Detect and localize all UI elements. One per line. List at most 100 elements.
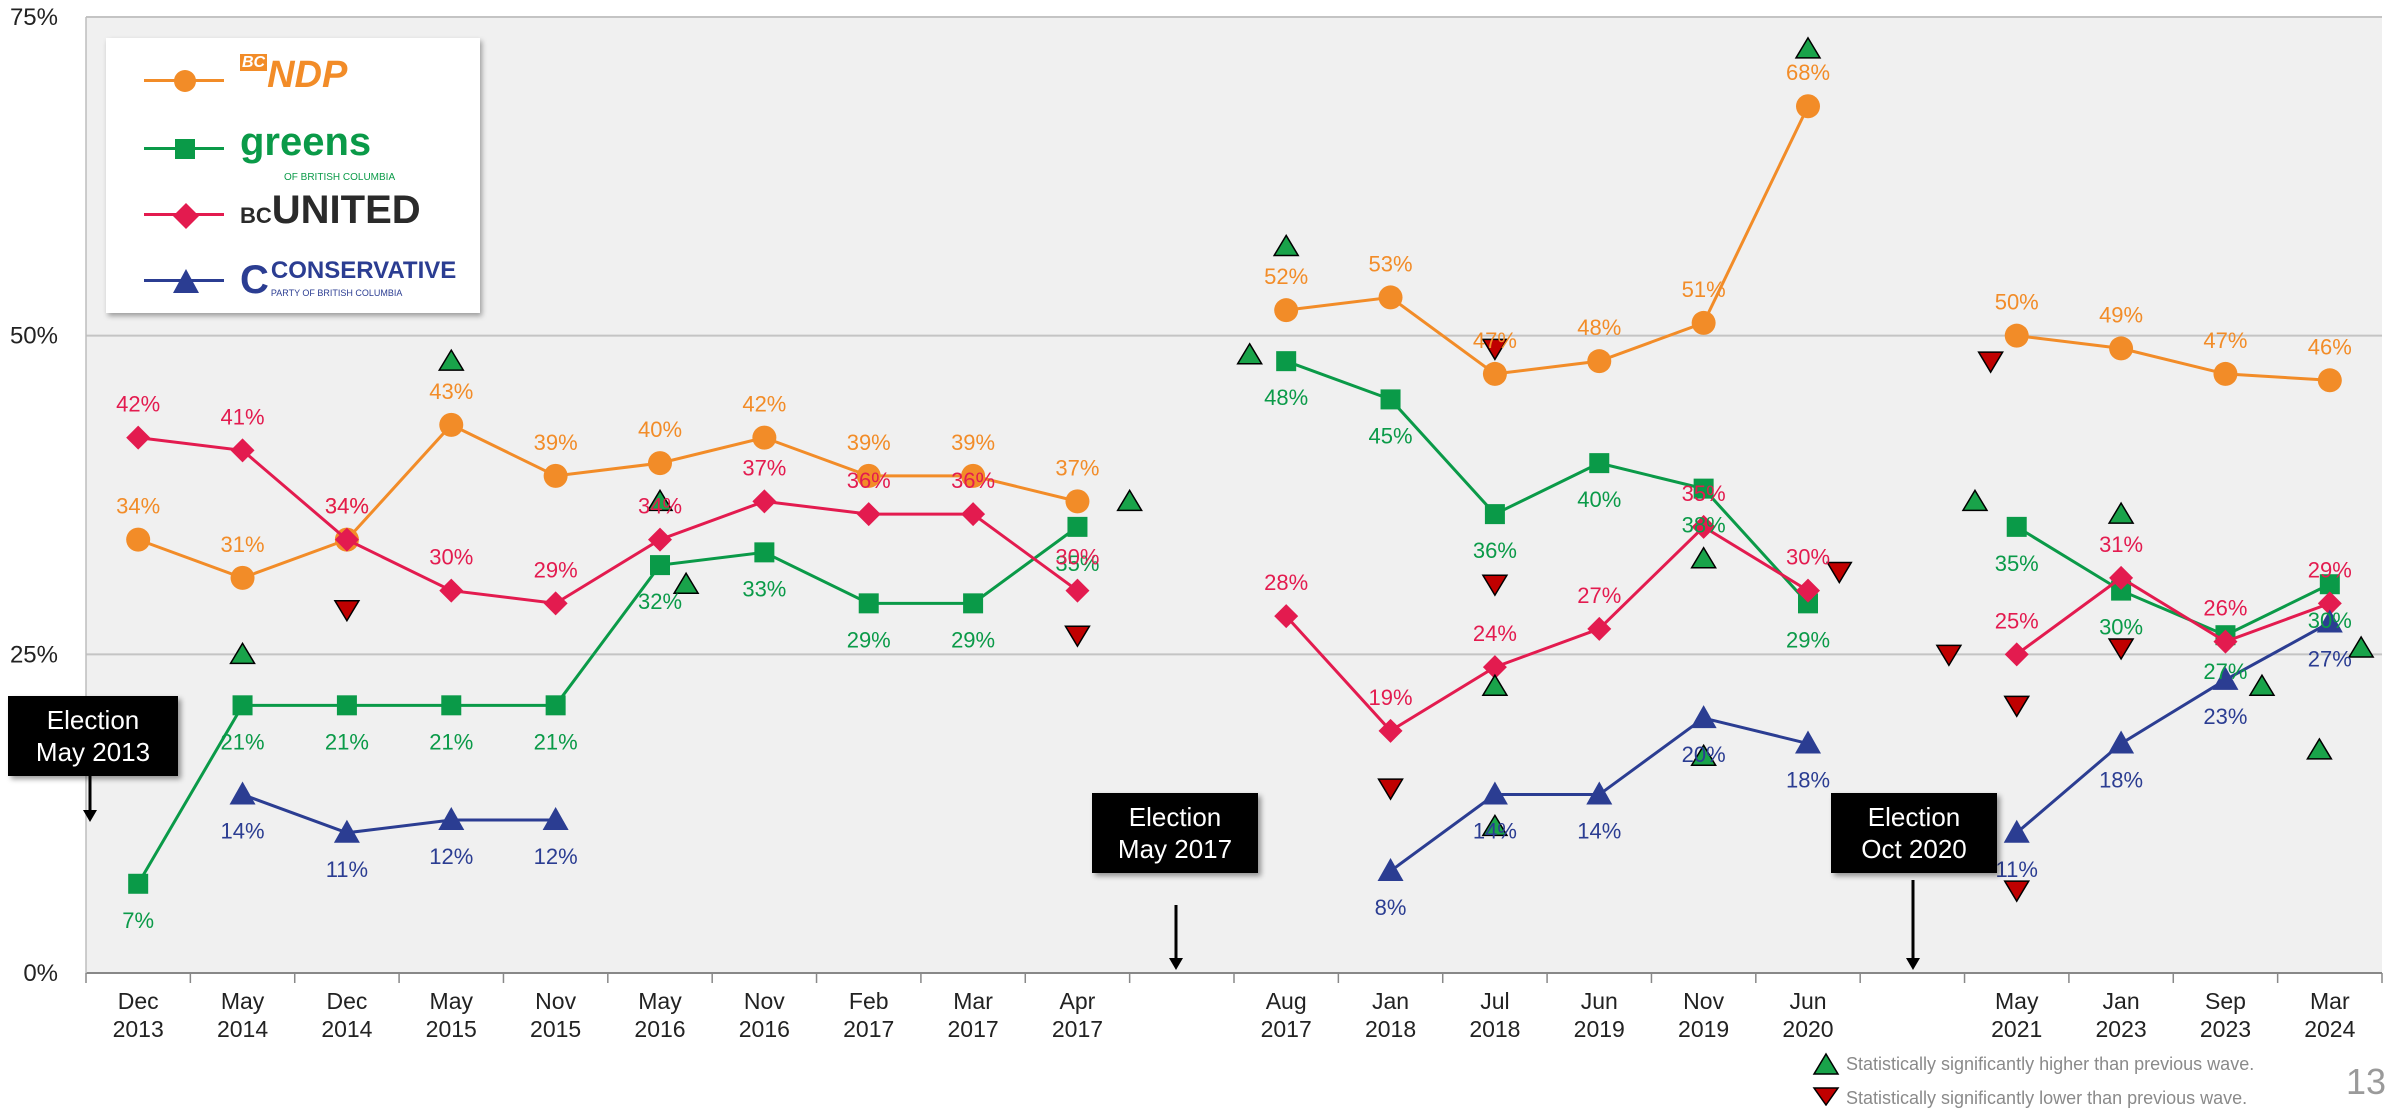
green-point bbox=[1798, 593, 1818, 614]
x-tick-label: Dec bbox=[118, 988, 159, 1014]
y-tick-label: 50% bbox=[10, 323, 58, 350]
united-series-line bbox=[137, 436, 1079, 605]
green-series-line bbox=[136, 525, 1079, 885]
diamond-marker-icon bbox=[173, 203, 199, 229]
united-point bbox=[2004, 642, 2029, 667]
legend-item-united: BCUNITED bbox=[136, 184, 476, 244]
election-arrowhead bbox=[1906, 958, 1920, 970]
ndp-point bbox=[2109, 336, 2134, 361]
x-tick-label: May bbox=[1995, 988, 2039, 1014]
greens-logo: greens OF BRITISH COLUMBIA bbox=[240, 120, 396, 183]
x-tick-label: May bbox=[221, 988, 265, 1014]
green-data-label: 45% bbox=[1369, 423, 1413, 448]
green-point bbox=[2111, 580, 2132, 601]
ndp-point bbox=[1065, 489, 1090, 514]
y-tick-label: 75% bbox=[10, 4, 58, 31]
conservative-point bbox=[1690, 705, 1717, 729]
ndp-series-line bbox=[1285, 105, 1810, 376]
united-data-label: 31% bbox=[2099, 532, 2143, 557]
green-series-line bbox=[1285, 359, 1810, 605]
green-data-label: 29% bbox=[1786, 627, 1830, 652]
green-point bbox=[2319, 574, 2340, 595]
x-tick-label: 2018 bbox=[1469, 1016, 1520, 1042]
sig-down-marker bbox=[2003, 880, 2031, 903]
green-data-label: 36% bbox=[1473, 538, 1517, 563]
conservative-point bbox=[1481, 781, 1508, 805]
legend-item-greens: greens OF BRITISH COLUMBIA bbox=[136, 118, 476, 183]
triangle-marker-icon bbox=[173, 269, 199, 293]
united-data-label: 36% bbox=[951, 468, 995, 493]
green-data-label: 21% bbox=[221, 729, 265, 754]
x-tick-label: Jul bbox=[1480, 988, 1509, 1014]
sig-up-marker bbox=[2306, 737, 2333, 760]
green-data-label: 35% bbox=[1995, 551, 2039, 576]
sig-down-marker bbox=[1064, 625, 1091, 648]
united-point bbox=[2109, 565, 2134, 590]
conservative-data-label: 12% bbox=[534, 844, 578, 869]
sig-up-marker bbox=[672, 571, 700, 594]
green-data-label: 38% bbox=[1682, 513, 1726, 538]
x-tick-label: 2016 bbox=[634, 1016, 685, 1042]
election-arrowhead bbox=[83, 810, 97, 822]
ndp-data-label: 47% bbox=[2203, 328, 2247, 353]
ndp-data-label: 48% bbox=[1577, 315, 1621, 340]
sig-down-marker bbox=[1825, 561, 1853, 584]
x-tick-label: Jun bbox=[1581, 988, 1618, 1014]
united-point bbox=[2213, 629, 2238, 654]
x-tick-label: Nov bbox=[744, 988, 785, 1014]
sig-up-marker bbox=[1116, 488, 1143, 512]
ndp-data-label: 39% bbox=[951, 430, 995, 455]
sig-down-marker bbox=[1481, 338, 1509, 361]
x-tick-label: 2019 bbox=[1574, 1016, 1625, 1042]
x-tick-label: 2021 bbox=[1991, 1016, 2042, 1042]
green-data-label: 48% bbox=[1264, 385, 1308, 410]
sig-up-marker bbox=[1481, 673, 1509, 696]
x-tick-label: May bbox=[638, 988, 682, 1014]
green-point bbox=[754, 542, 775, 563]
green-data-label: 27% bbox=[2203, 659, 2247, 684]
ndp-data-label: 39% bbox=[534, 430, 578, 455]
ndp-point bbox=[439, 412, 464, 437]
ndp-point bbox=[856, 463, 881, 488]
united-point bbox=[126, 425, 151, 450]
circle-marker-icon bbox=[174, 70, 196, 92]
united-data-label: 36% bbox=[847, 468, 891, 493]
x-tick-label: Apr bbox=[1060, 988, 1096, 1014]
united-point bbox=[1274, 604, 1299, 629]
ndp-point bbox=[1378, 285, 1403, 310]
green-data-label: 21% bbox=[534, 729, 578, 754]
united-point bbox=[1796, 578, 1820, 603]
y-tick-label: 0% bbox=[23, 960, 58, 987]
x-tick-label: 2023 bbox=[2200, 1016, 2251, 1042]
conservative-data-label: 14% bbox=[1577, 819, 1621, 844]
united-point bbox=[856, 502, 881, 527]
sig-up-marker bbox=[2248, 673, 2276, 696]
c-logo-icon: C bbox=[240, 258, 269, 302]
x-tick-label: 2014 bbox=[217, 1016, 268, 1042]
ndp-point bbox=[1274, 298, 1299, 323]
sig-up-marker bbox=[1272, 233, 1300, 257]
united-data-label: 34% bbox=[325, 494, 369, 519]
up-triangle-icon bbox=[1812, 1052, 1840, 1075]
ndp-series-line bbox=[137, 423, 1078, 580]
conservative-point bbox=[2108, 730, 2135, 754]
legend: BCNDP greens OF BRITISH COLUMBIA BCUNITE… bbox=[106, 38, 480, 313]
green-data-label: 30% bbox=[2308, 608, 2352, 633]
ndp-point bbox=[1796, 94, 1820, 119]
x-tick-label: 2017 bbox=[1052, 1016, 1103, 1042]
united-data-label: 30% bbox=[429, 545, 473, 570]
ndp-series-line bbox=[2016, 334, 2330, 382]
conservative-point bbox=[542, 807, 569, 831]
united-series-line bbox=[1285, 524, 1809, 733]
ndp-point bbox=[230, 565, 255, 590]
united-data-label: 25% bbox=[1995, 608, 2039, 633]
green-point bbox=[2006, 516, 2027, 537]
conservative-data-label: 18% bbox=[1786, 768, 1830, 793]
x-tick-label: 2018 bbox=[1365, 1016, 1416, 1042]
green-data-label: 7% bbox=[122, 908, 154, 933]
green-point bbox=[336, 695, 357, 716]
ndp-point bbox=[126, 527, 151, 552]
election-may-2017-box: Election May 2017 bbox=[1092, 793, 1258, 873]
x-tick-label: Jan bbox=[1372, 988, 1409, 1014]
green-point bbox=[1484, 504, 1505, 525]
